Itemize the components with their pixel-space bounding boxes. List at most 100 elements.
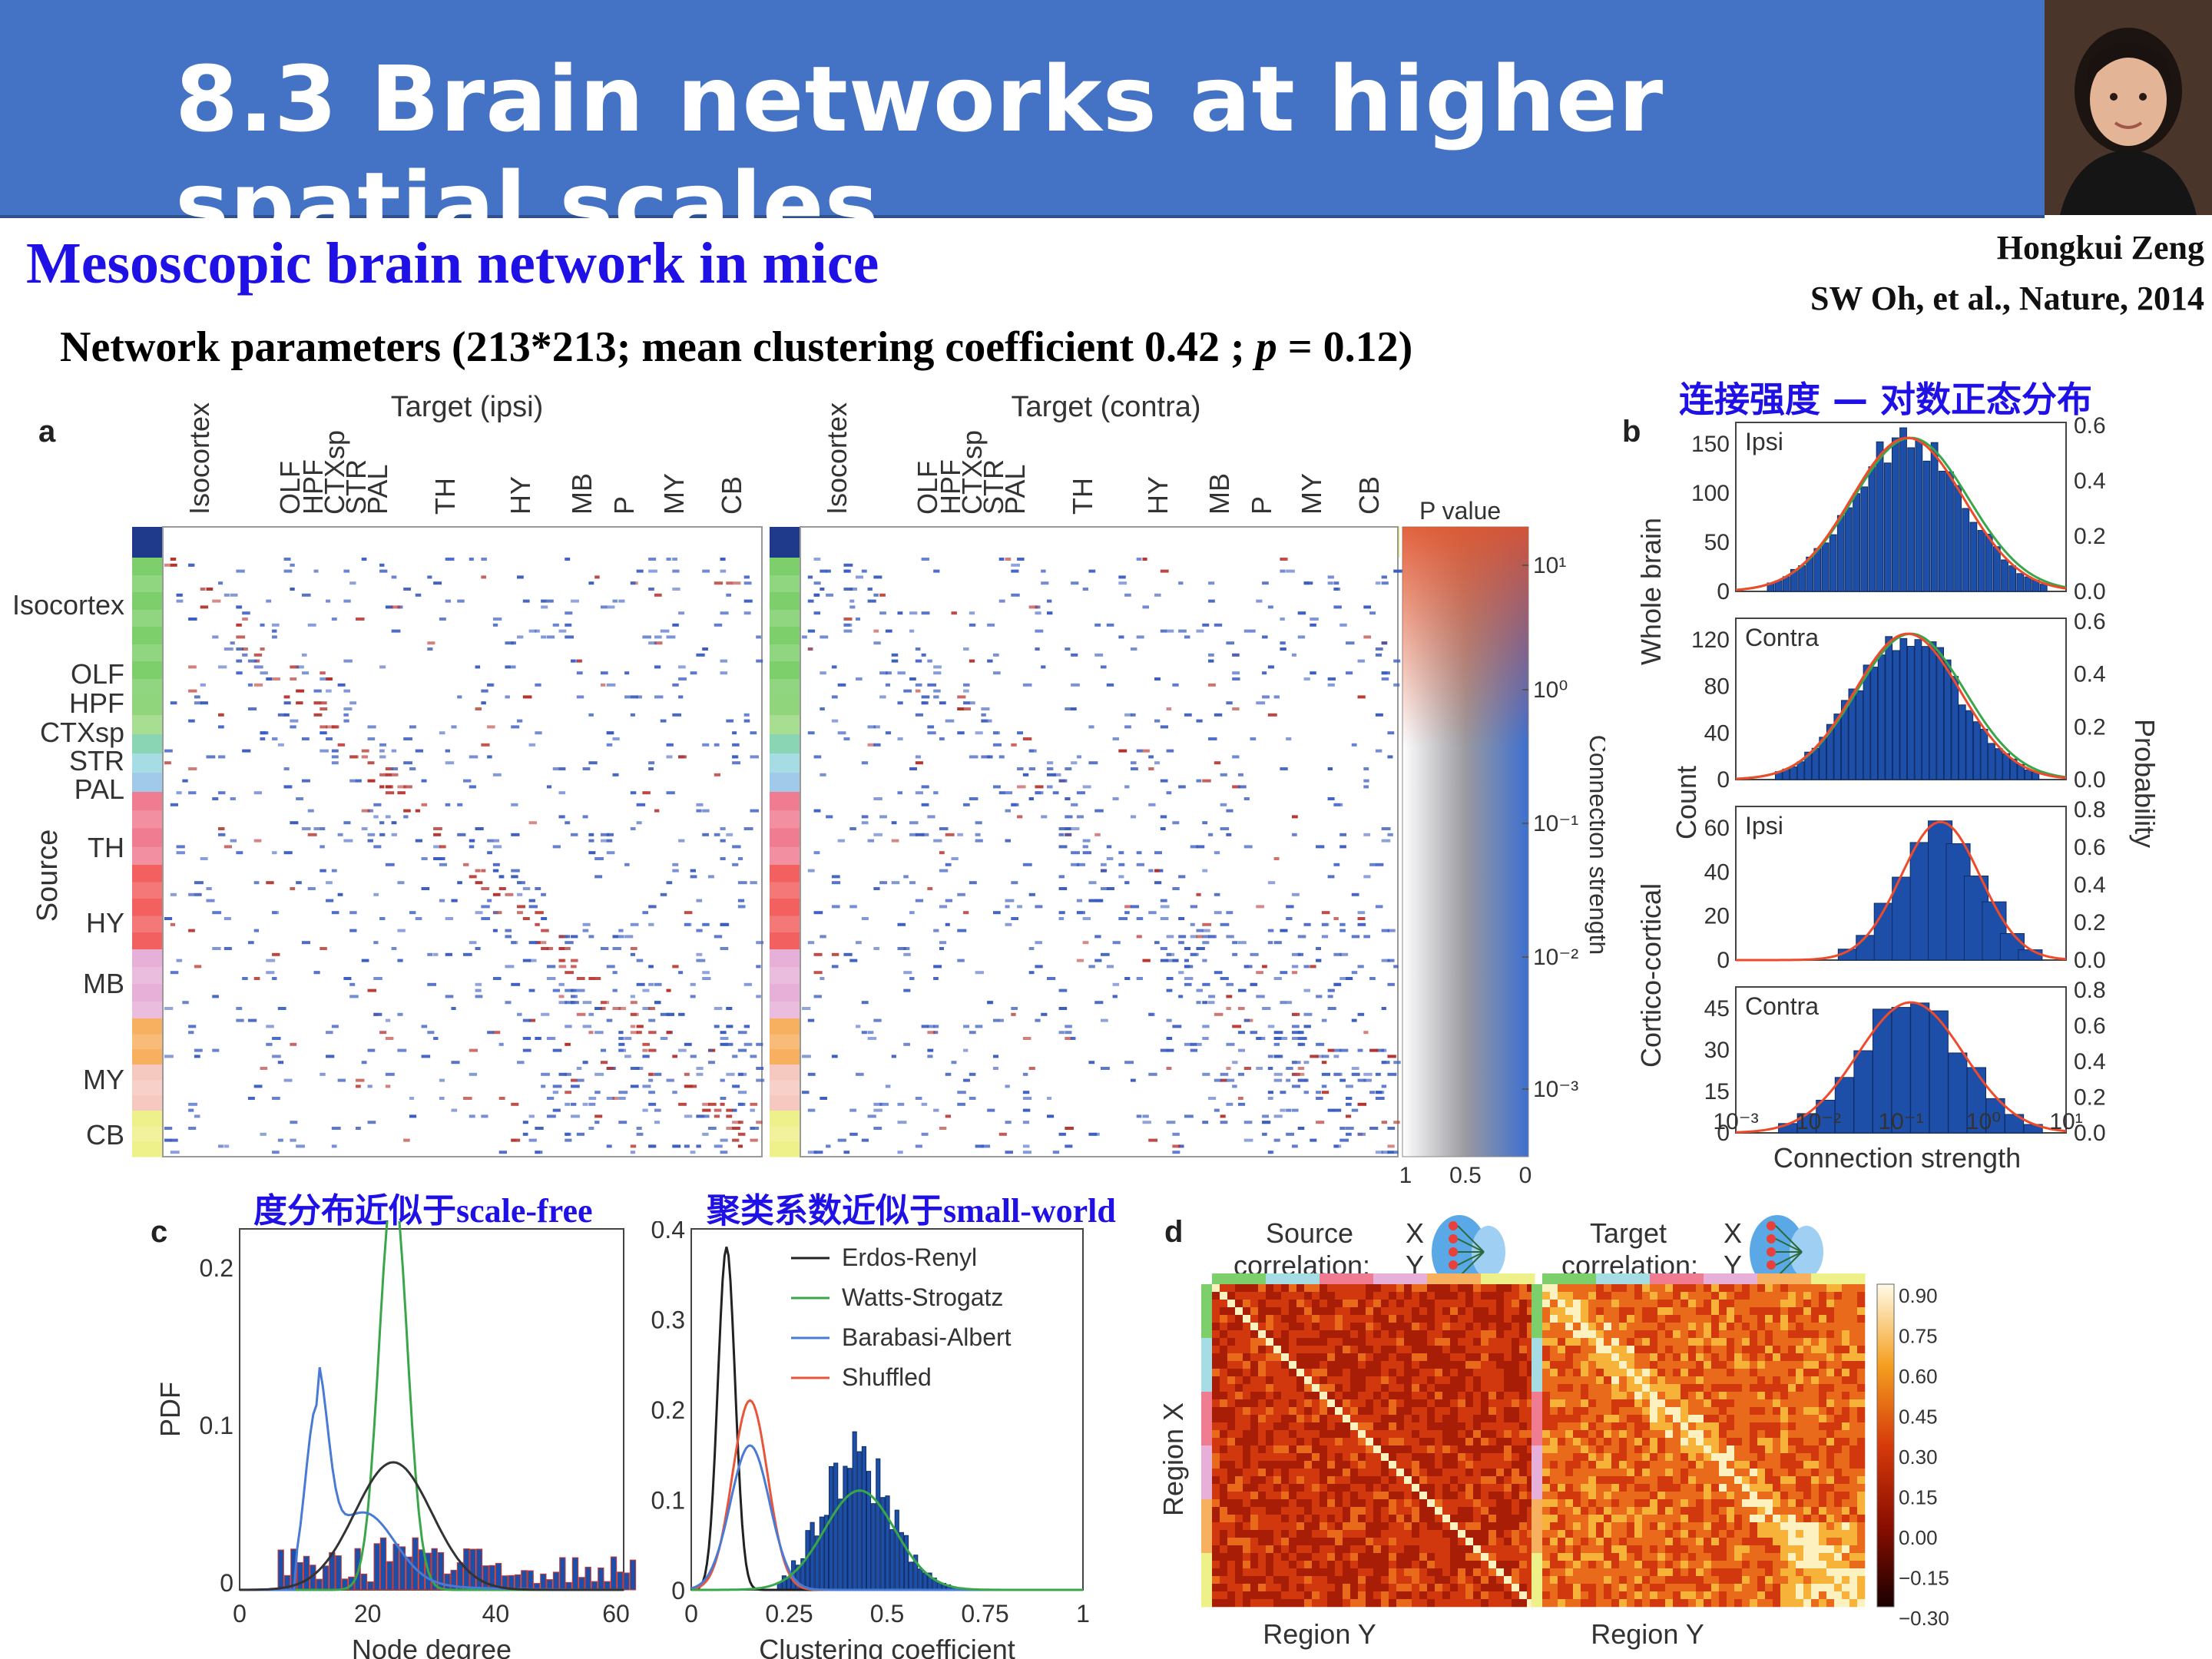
corr-cell xyxy=(1358,1323,1366,1331)
matrix-cell xyxy=(1208,1001,1215,1005)
corr-cell xyxy=(1773,1300,1781,1308)
histogram-bar xyxy=(1891,1007,1911,1134)
degree-bar xyxy=(629,1559,637,1591)
matrix-cell xyxy=(702,833,710,836)
matrix-cell xyxy=(1291,833,1297,836)
corr-cell xyxy=(1335,1492,1343,1500)
corr-cell xyxy=(1450,1284,1459,1293)
corr-cell xyxy=(1419,1576,1428,1584)
corr-cell xyxy=(1512,1438,1520,1446)
rtick: 0.6 xyxy=(2074,1014,2106,1039)
degree-bar xyxy=(316,1578,323,1591)
corr-cell xyxy=(1366,1392,1374,1400)
matrix-cell xyxy=(1005,809,1011,813)
corr-cell xyxy=(1320,1568,1328,1577)
corr-left-bar xyxy=(1201,1306,1212,1317)
pvalue-tick-0.5: 0.5 xyxy=(1449,1163,1482,1188)
rtick: 0.6 xyxy=(2074,835,2106,860)
corr-cell xyxy=(1688,1392,1697,1400)
matrix-cell xyxy=(897,671,906,675)
corr-cell xyxy=(1711,1392,1720,1400)
corr-cell xyxy=(1573,1284,1581,1293)
corr-cell xyxy=(1519,1399,1528,1408)
corr-cell xyxy=(1243,1361,1251,1369)
matrix-cell xyxy=(1375,1091,1382,1094)
corr-cell xyxy=(1273,1522,1282,1531)
corr-cell xyxy=(1519,1576,1528,1584)
corr-cell xyxy=(1857,1330,1866,1339)
corr-cell xyxy=(1235,1476,1243,1485)
corr-cell xyxy=(1673,1392,1681,1400)
corr-cell xyxy=(1243,1438,1251,1446)
top-region-ctxsp: CTXsp xyxy=(319,430,350,515)
corr-cell xyxy=(1404,1369,1412,1377)
corr-cell xyxy=(1327,1330,1336,1339)
corr-cell xyxy=(1688,1346,1697,1354)
matrix-cell xyxy=(837,683,846,687)
matrix-cell xyxy=(1226,1102,1233,1106)
corr-cell xyxy=(1650,1384,1658,1392)
corr-top-bar xyxy=(1341,1273,1353,1284)
matrix-cell xyxy=(331,1025,339,1028)
matrix-cell xyxy=(1124,881,1130,885)
corr-cell xyxy=(1427,1492,1435,1500)
corr-cell xyxy=(1381,1499,1389,1508)
corr-cell xyxy=(1289,1438,1297,1446)
corr-cell xyxy=(1803,1369,1812,1377)
matrix-cell xyxy=(707,1127,717,1130)
corr-cell xyxy=(1381,1300,1389,1308)
corr-cell xyxy=(1427,1330,1435,1339)
matrix-cell xyxy=(802,635,807,639)
corr-cell xyxy=(1581,1369,1589,1377)
corr-cell xyxy=(1442,1415,1451,1423)
matrix-cell xyxy=(1291,653,1297,657)
matrix-cell xyxy=(1363,1031,1369,1035)
matrix-cell xyxy=(522,1121,528,1124)
corr-cell xyxy=(1481,1584,1489,1592)
corr-cell xyxy=(1412,1538,1420,1546)
corr-cell xyxy=(1335,1307,1343,1316)
corr-cell xyxy=(1289,1384,1297,1392)
corr-cell xyxy=(1519,1584,1528,1592)
corr-cell xyxy=(1803,1292,1812,1300)
corr-cell xyxy=(1281,1422,1290,1431)
panel-a-connectivity-matrix: Target (ipsi) Target (contra) Isocortex O… xyxy=(12,391,1605,1188)
corr-cell xyxy=(1212,1499,1220,1508)
corr-cell xyxy=(1496,1338,1505,1346)
matrix-cell xyxy=(475,707,482,710)
matrix-cell xyxy=(266,1042,273,1046)
matrix-cell xyxy=(1022,683,1032,687)
corr-cell xyxy=(1611,1392,1620,1400)
corr-cell xyxy=(1473,1584,1482,1592)
region-color-bar-left xyxy=(132,558,800,1157)
matrix-cell xyxy=(856,618,861,621)
corr-cell xyxy=(1504,1323,1512,1331)
matrix-cell xyxy=(897,737,903,740)
corr-cell xyxy=(1404,1591,1412,1600)
matrix-cell xyxy=(1005,558,1012,561)
matrix-cell xyxy=(903,947,910,950)
matrix-cell xyxy=(1243,797,1250,800)
corr-cell xyxy=(1719,1338,1727,1346)
corr-cell xyxy=(1465,1453,1474,1462)
matrix-cell xyxy=(1011,803,1019,806)
legend-entry: Barabasi-Albert xyxy=(842,1323,1012,1351)
matrix-cell xyxy=(588,1097,597,1100)
matrix-cell xyxy=(236,635,246,639)
corr-cell xyxy=(1519,1530,1528,1538)
corr-cell xyxy=(1757,1323,1766,1331)
corr-cell xyxy=(1350,1499,1359,1508)
matrix-cell xyxy=(1369,1127,1379,1130)
corr-cell xyxy=(1327,1307,1336,1316)
corr-cell xyxy=(1320,1591,1328,1600)
matrix-cell xyxy=(1267,605,1273,609)
corr-cell xyxy=(1496,1522,1505,1531)
corr-cell xyxy=(1296,1330,1305,1339)
matrix-cell xyxy=(648,1007,655,1010)
matrix-cell xyxy=(1041,1012,1048,1016)
matrix-cell xyxy=(320,845,325,849)
corr-cell xyxy=(1826,1300,1835,1308)
matrix-cell xyxy=(511,665,516,669)
